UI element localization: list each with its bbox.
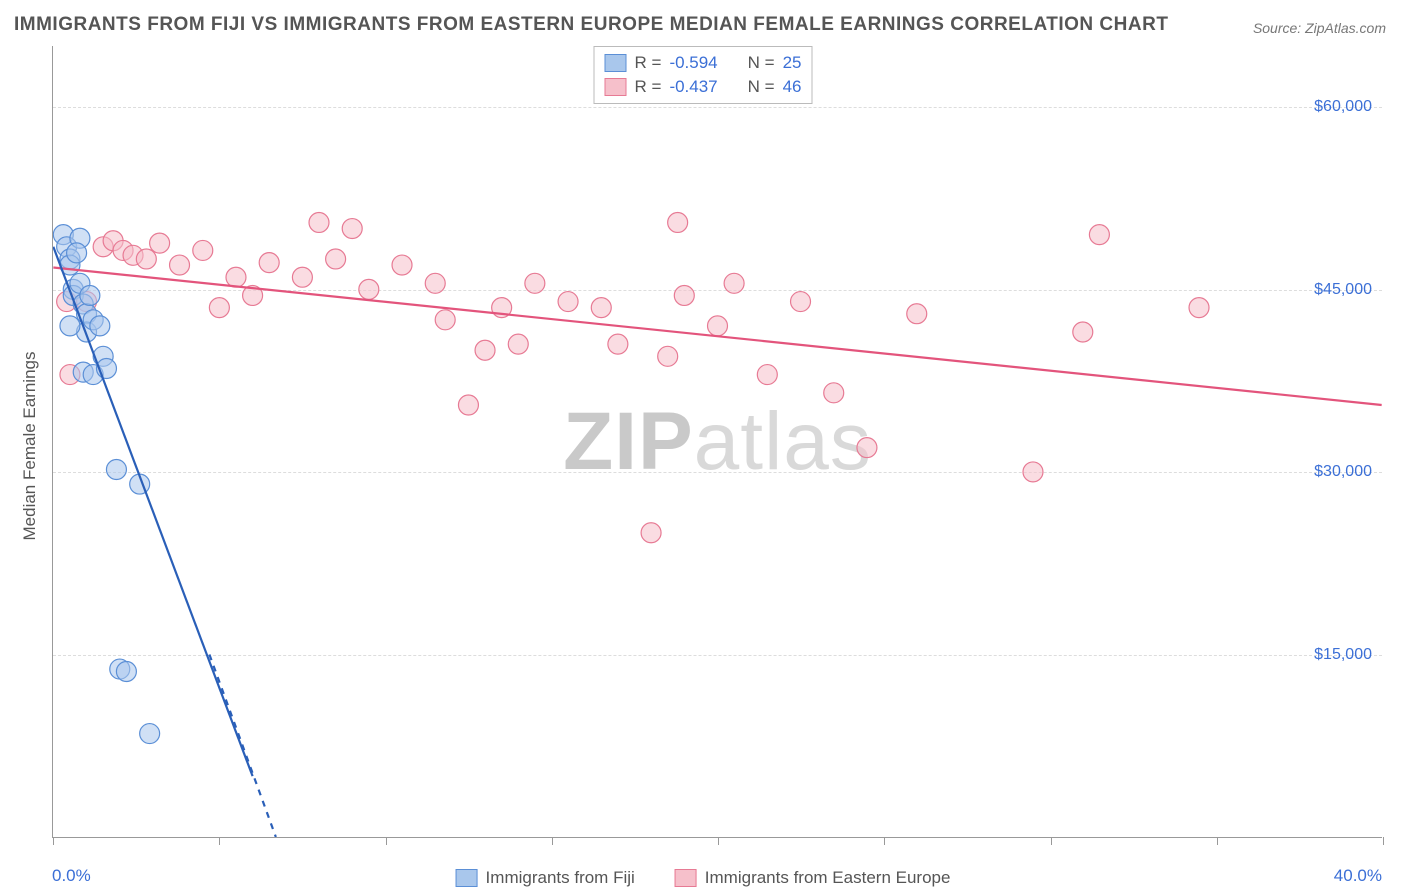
correlation-row-ee: R = -0.437 N = 46 [605, 75, 802, 99]
data-point[interactable] [326, 249, 346, 269]
data-point[interactable] [60, 316, 80, 336]
plot-svg [53, 46, 1382, 837]
data-point[interactable] [458, 395, 478, 415]
data-point[interactable] [708, 316, 728, 336]
swatch-fiji-icon [605, 54, 627, 72]
data-point[interactable] [608, 334, 628, 354]
x-tick [884, 837, 885, 845]
data-point[interactable] [1073, 322, 1093, 342]
data-point[interactable] [209, 298, 229, 318]
data-point[interactable] [80, 285, 100, 305]
correlation-row-fiji: R = -0.594 N = 25 [605, 51, 802, 75]
data-point[interactable] [1023, 462, 1043, 482]
r-label: R = [635, 77, 662, 97]
n-label: N = [748, 53, 775, 73]
data-point[interactable] [106, 460, 126, 480]
x-tick [386, 837, 387, 845]
r-label: R = [635, 53, 662, 73]
regression-line [53, 247, 252, 776]
data-point[interactable] [757, 365, 777, 385]
data-point[interactable] [1089, 225, 1109, 245]
data-point[interactable] [558, 292, 578, 312]
data-point[interactable] [342, 219, 362, 239]
n-value-ee: 46 [783, 77, 802, 97]
data-point[interactable] [136, 249, 156, 269]
y-axis-title: Median Female Earnings [20, 352, 40, 541]
legend-label-ee: Immigrants from Eastern Europe [705, 868, 951, 888]
x-tick [552, 837, 553, 845]
data-point[interactable] [90, 316, 110, 336]
x-tick [53, 837, 54, 845]
x-axis-min-label: 0.0% [52, 866, 91, 886]
legend-item-ee[interactable]: Immigrants from Eastern Europe [675, 868, 951, 888]
data-point[interactable] [140, 724, 160, 744]
data-point[interactable] [525, 273, 545, 293]
data-point[interactable] [67, 243, 87, 263]
data-point[interactable] [359, 279, 379, 299]
n-label: N = [748, 77, 775, 97]
x-axis-max-label: 40.0% [1334, 866, 1382, 886]
data-point[interactable] [674, 285, 694, 305]
swatch-ee-icon [675, 869, 697, 887]
data-point[interactable] [658, 346, 678, 366]
legend-label-fiji: Immigrants from Fiji [486, 868, 635, 888]
data-point[interactable] [116, 662, 136, 682]
r-value-ee: -0.437 [669, 77, 717, 97]
data-point[interactable] [475, 340, 495, 360]
source-attribution: Source: ZipAtlas.com [1253, 20, 1386, 36]
series-legend: Immigrants from Fiji Immigrants from Eas… [456, 868, 951, 888]
data-point[interactable] [292, 267, 312, 287]
chart-title: IMMIGRANTS FROM FIJI VS IMMIGRANTS FROM … [14, 14, 1168, 36]
data-point[interactable] [668, 212, 688, 232]
data-point[interactable] [435, 310, 455, 330]
correlation-legend-box: R = -0.594 N = 25 R = -0.437 N = 46 [594, 46, 813, 104]
data-point[interactable] [724, 273, 744, 293]
data-point[interactable] [226, 267, 246, 287]
plot-area: ZIPatlas $15,000$30,000$45,000$60,000 [52, 46, 1382, 838]
x-tick [1051, 837, 1052, 845]
data-point[interactable] [392, 255, 412, 275]
regression-line [209, 654, 275, 837]
x-tick [219, 837, 220, 845]
data-point[interactable] [259, 253, 279, 273]
x-tick [1383, 837, 1384, 845]
swatch-fiji-icon [456, 869, 478, 887]
data-point[interactable] [907, 304, 927, 324]
data-point[interactable] [1189, 298, 1209, 318]
data-point[interactable] [857, 438, 877, 458]
data-point[interactable] [824, 383, 844, 403]
n-value-fiji: 25 [783, 53, 802, 73]
data-point[interactable] [193, 240, 213, 260]
x-tick [1217, 837, 1218, 845]
data-point[interactable] [150, 233, 170, 253]
r-value-fiji: -0.594 [669, 53, 717, 73]
data-point[interactable] [791, 292, 811, 312]
data-point[interactable] [641, 523, 661, 543]
data-point[interactable] [170, 255, 190, 275]
data-point[interactable] [425, 273, 445, 293]
legend-item-fiji[interactable]: Immigrants from Fiji [456, 868, 635, 888]
data-point[interactable] [508, 334, 528, 354]
swatch-ee-icon [605, 78, 627, 96]
data-point[interactable] [591, 298, 611, 318]
data-point[interactable] [309, 212, 329, 232]
x-tick [718, 837, 719, 845]
regression-line [53, 267, 1381, 405]
